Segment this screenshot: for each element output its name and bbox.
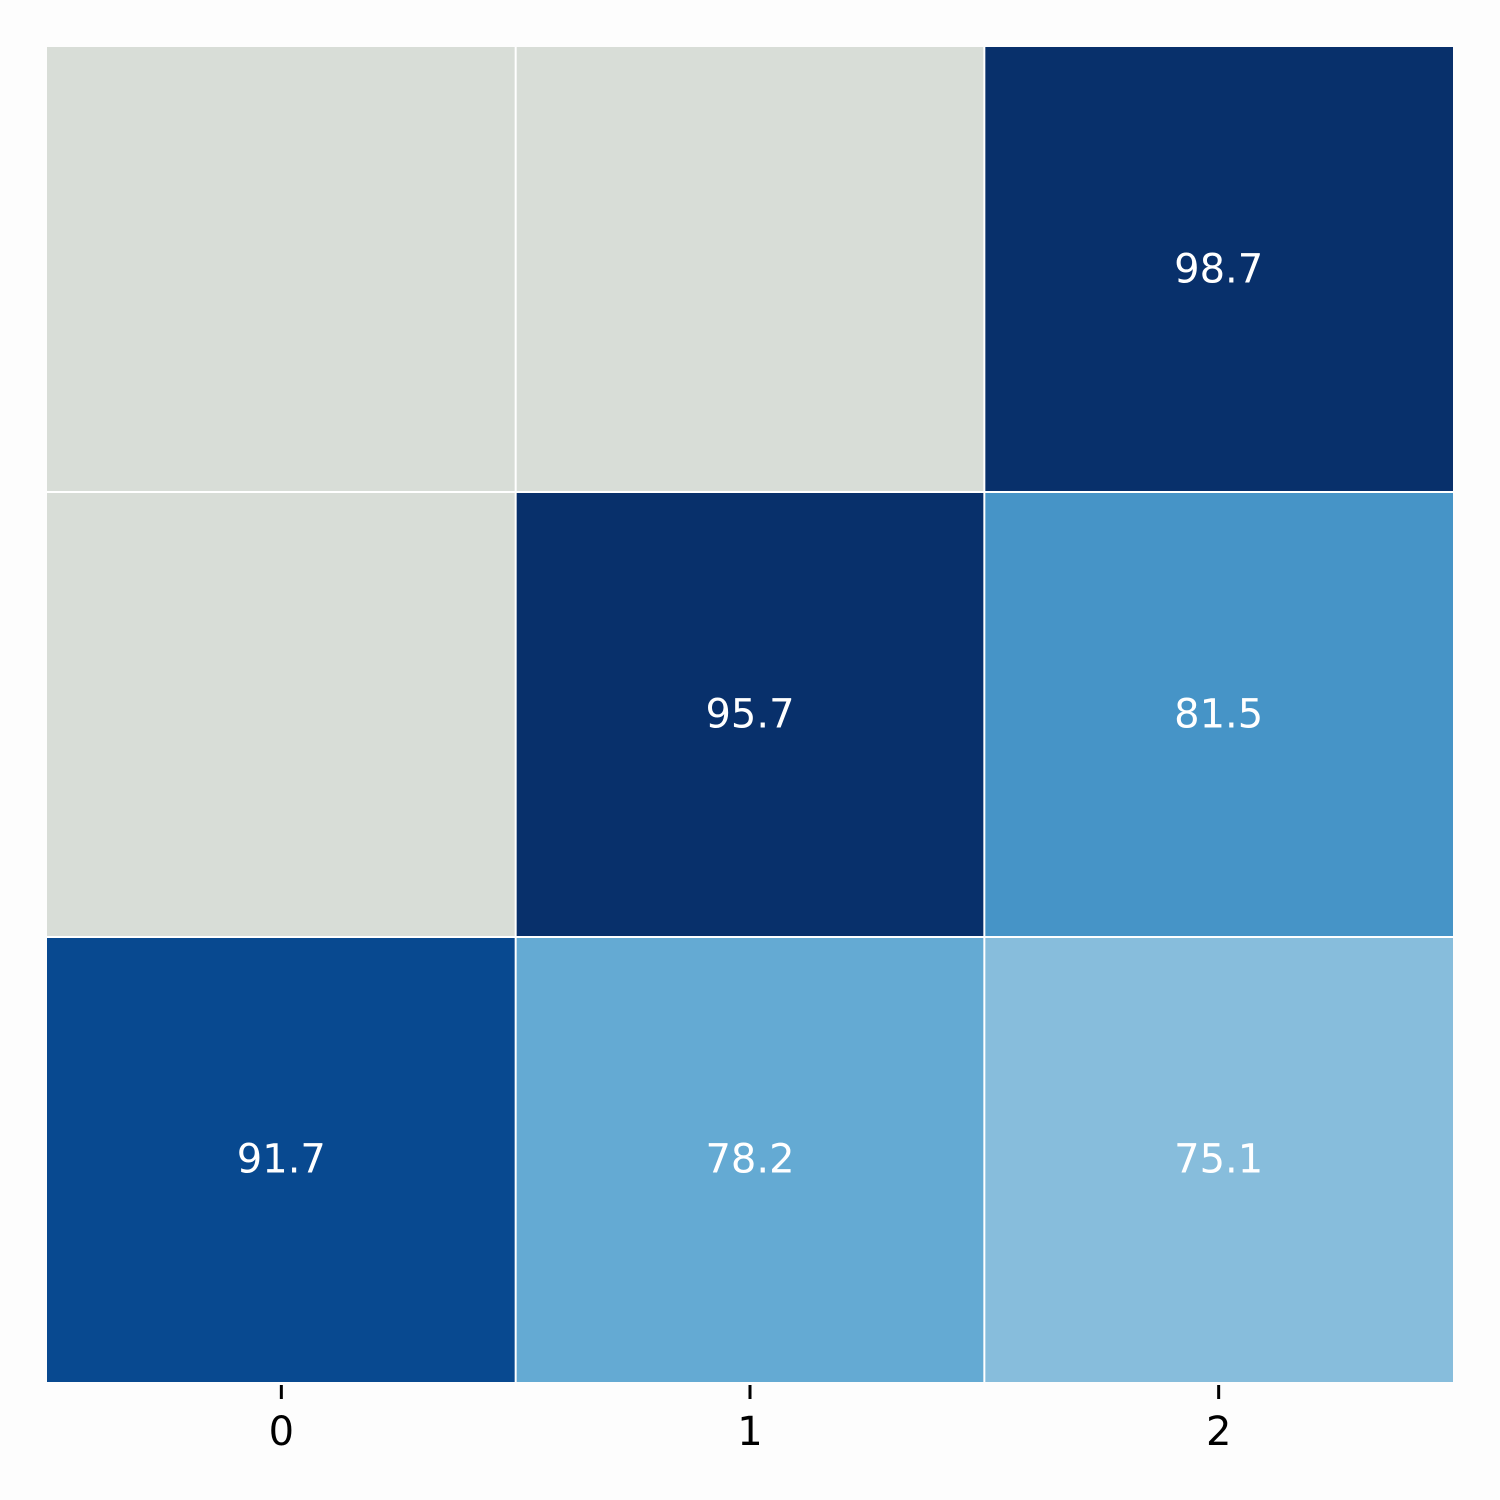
x-tick-label: 2	[1206, 1409, 1231, 1455]
heatmap-cell-value: 81.5	[1174, 692, 1263, 738]
heatmap-cells	[47, 47, 1453, 1382]
heatmap-cell	[985, 493, 1453, 936]
x-axis: 0 1 2	[269, 1385, 1231, 1455]
heatmap-cell	[985, 47, 1453, 491]
heatmap-cell	[516, 493, 984, 936]
heatmap-cell-empty	[47, 47, 515, 491]
x-tick-label: 0	[269, 1409, 294, 1455]
heatmap-cell-empty	[516, 47, 984, 491]
x-tick-label: 1	[737, 1409, 762, 1455]
heatmap-cell-value: 78.2	[705, 1137, 794, 1183]
heatmap-cell-value: 95.7	[705, 692, 794, 738]
heatmap-cell-value: 98.7	[1174, 247, 1263, 293]
heatmap-value-labels: 98.7 95.7 81.5 91.7 78.2 75.1	[237, 247, 1263, 1183]
heatmap-cell-empty	[47, 493, 515, 936]
heatmap-cell	[516, 938, 984, 1382]
heatmap-cell-value: 75.1	[1174, 1137, 1263, 1183]
heatmap-cell-value: 91.7	[237, 1137, 326, 1183]
heatmap-cell	[47, 938, 515, 1382]
heatmap-cell	[985, 938, 1453, 1382]
